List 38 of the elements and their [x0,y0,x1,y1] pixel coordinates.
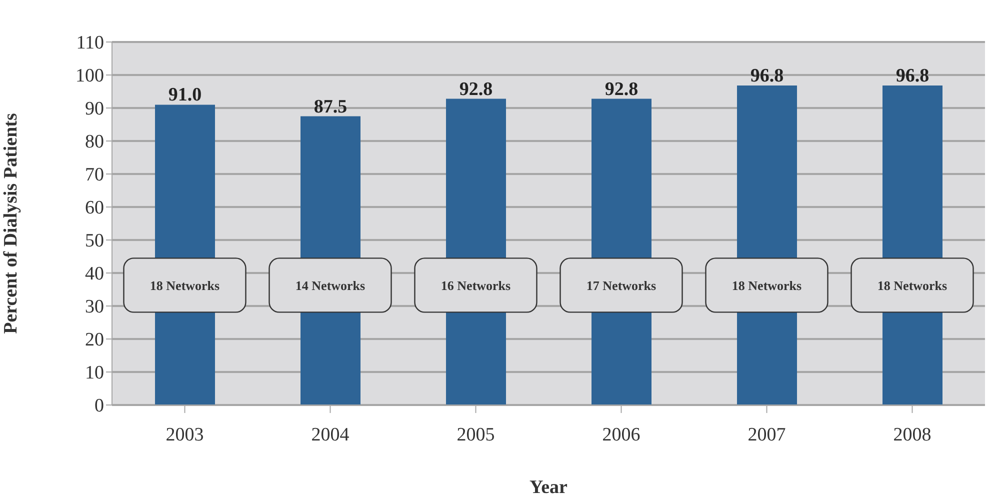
y-tick-label: 80 [85,132,104,153]
y-tick-label: 90 [85,98,104,120]
y-tick-label: 10 [85,362,104,384]
y-axis-title: Percent of Dialysis Patients [0,113,22,334]
x-axis-title: Year [530,477,568,497]
label-box: 18 Networks [850,258,974,313]
x-tick-label: 2005 [456,424,495,446]
label-box: 17 Networks [560,258,683,313]
x-tick-label: 2004 [311,424,350,446]
data-label: 87.5 [314,96,348,118]
data-label: 92.8 [459,78,493,100]
annotation: 14 Networks [295,278,366,294]
annotation: 16 Networks [440,278,511,294]
data-label: 92.8 [604,78,638,100]
annotation: 18 Networks [732,278,802,294]
data-label: 91.0 [168,84,202,106]
y-tick-label: 110 [76,32,104,54]
x-tick-label: 2003 [166,424,204,446]
label-box: 18 Networks [123,258,246,313]
y-tick-label: 70 [85,164,104,186]
label-box: 14 Networks [268,258,392,313]
y-tick-label: 100 [76,66,104,87]
y-tick-label: 60 [85,198,104,219]
y-tick-label: 40 [85,264,104,285]
data-label: 96.8 [896,66,930,87]
y-tick-label: 50 [85,230,104,252]
x-tick-label: 2007 [748,424,786,446]
data-label: 96.8 [750,66,784,87]
annotation: 18 Networks [877,278,948,294]
label-box: 16 Networks [414,258,538,313]
annotation: 18 Networks [150,278,220,294]
annotation: 17 Networks [586,278,656,294]
label-box: 18 Networks [705,258,828,313]
x-tick-label: 2006 [602,424,640,446]
y-tick-label: 0 [94,396,104,417]
y-tick-label: 30 [85,296,104,318]
y-tick-label: 20 [85,330,104,351]
x-tick-label: 2008 [893,424,932,446]
